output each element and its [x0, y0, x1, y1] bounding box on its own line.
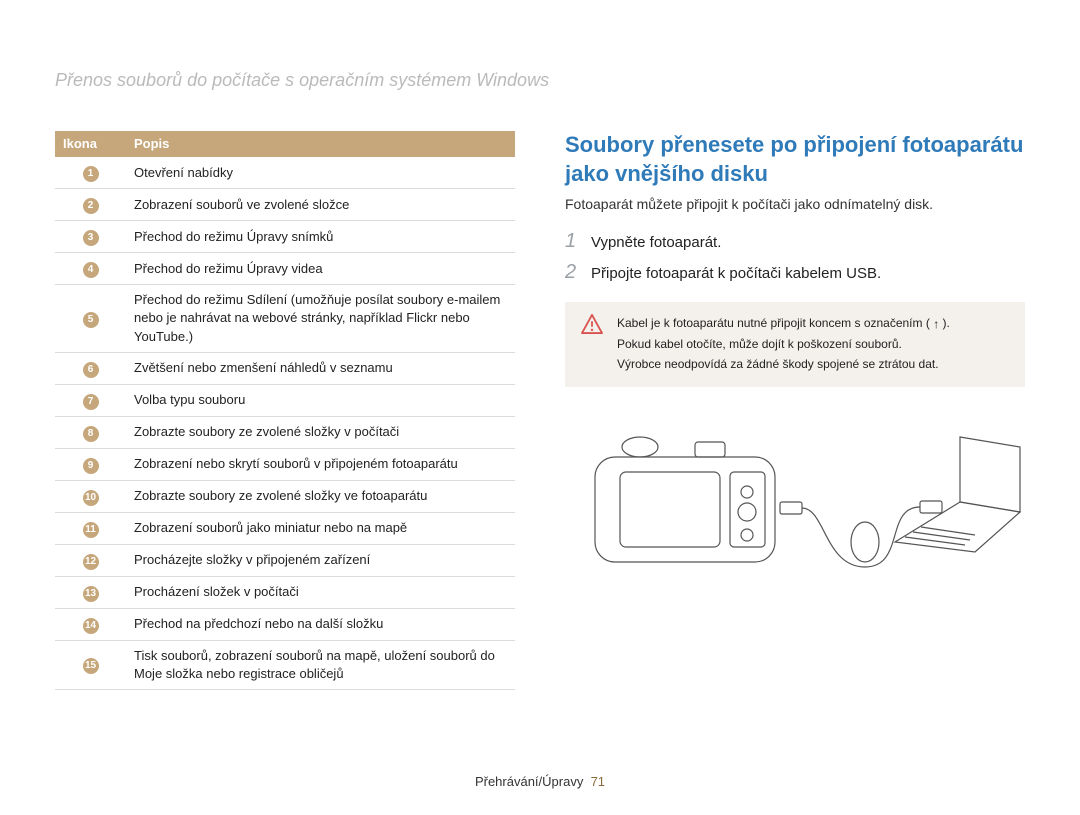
section-heading: Soubory přenesete po připojení fotoapará… — [565, 131, 1025, 188]
row-badge: 10 — [83, 490, 99, 506]
step-number: 1 — [565, 230, 581, 253]
table-row: 11 Zobrazení souborů jako miniatur nebo n… — [55, 512, 515, 544]
step-number: 2 — [565, 261, 581, 284]
row-desc: Tisk souborů, zobrazení souborů na mapě,… — [126, 640, 515, 689]
row-badge: 5 — [83, 312, 99, 328]
table-row: 7 Volba typu souboru — [55, 384, 515, 416]
warning-line2: Pokud kabel otočíte, může dojít k poškoz… — [617, 335, 950, 353]
warning-line1b: ). — [943, 316, 950, 330]
footer-page-number: 71 — [591, 774, 605, 789]
step-item: 1 Vypněte fotoaparát. — [565, 230, 1025, 253]
table-row: 4 Přechod do režimu Úpravy videa — [55, 253, 515, 285]
table-header-icon: Ikona — [55, 131, 126, 157]
row-badge: 4 — [83, 262, 99, 278]
table-row: 13 Procházení složek v počítači — [55, 576, 515, 608]
warning-line1a: Kabel je k fotoaparátu nutné připojit ko… — [617, 316, 933, 330]
row-badge: 3 — [83, 230, 99, 246]
laptop-icon — [895, 437, 1020, 552]
table-row: 9 Zobrazení nebo skrytí souborů v připoje… — [55, 448, 515, 480]
step-list: 1 Vypněte fotoaparát. 2 Připojte fotoapa… — [565, 230, 1025, 284]
step-text: Připojte fotoaparát k počítači kabelem U… — [591, 265, 881, 282]
row-desc: Přechod do režimu Úpravy snímků — [126, 221, 515, 253]
warning-box: Kabel je k fotoaparátu nutné připojit ko… — [565, 302, 1025, 387]
page-footer: Přehrávání/Úpravy 71 — [0, 774, 1080, 789]
row-desc: Přechod do režimu Úpravy videa — [126, 253, 515, 285]
row-badge: 8 — [83, 426, 99, 442]
row-badge: 9 — [83, 458, 99, 474]
row-badge: 1 — [83, 166, 99, 182]
row-desc: Přechod na předchozí nebo na další složk… — [126, 608, 515, 640]
table-row: 3 Přechod do režimu Úpravy snímků — [55, 221, 515, 253]
left-column: Ikona Popis 1 Otevření nabídky 2 Zobrazení… — [55, 131, 515, 690]
camera-icon — [595, 437, 775, 562]
manual-page: Přenos souborů do počítače s operačním s… — [0, 0, 1080, 815]
row-badge: 15 — [83, 658, 99, 674]
row-badge: 6 — [83, 362, 99, 378]
table-body: 1 Otevření nabídky 2 Zobrazení souborů ve … — [55, 157, 515, 689]
section-subtext: Fotoaparát můžete připojit k počítači ja… — [565, 196, 1025, 212]
row-badge: 13 — [83, 586, 99, 602]
row-desc: Zobrazte soubory ze zvolené složky v poč… — [126, 416, 515, 448]
row-desc: Otevření nabídky — [126, 157, 515, 189]
row-badge: 2 — [83, 198, 99, 214]
row-desc: Zobrazení souborů ve zvolené složce — [126, 189, 515, 221]
row-desc: Zobrazte soubory ze zvolené složky ve fo… — [126, 480, 515, 512]
row-desc: Procházení složek v počítači — [126, 576, 515, 608]
row-badge: 12 — [83, 554, 99, 570]
table-row: 12 Procházejte složky v připojeném zaříze… — [55, 544, 515, 576]
row-desc: Zobrazení nebo skrytí souborů v připojen… — [126, 448, 515, 480]
step-text: Vypněte fotoaparát. — [591, 234, 721, 251]
usb-cable-icon — [780, 501, 942, 567]
page-title: Přenos souborů do počítače s operačním s… — [55, 70, 1025, 91]
row-desc: Procházejte složky v připojeném zařízení — [126, 544, 515, 576]
table-row: 2 Zobrazení souborů ve zvolené složce — [55, 189, 515, 221]
arrow-up-icon: ↑ — [933, 315, 939, 333]
row-desc: Zobrazení souborů jako miniatur nebo na … — [126, 512, 515, 544]
table-row: 6 Zvětšení nebo zmenšení náhledů v seznam… — [55, 352, 515, 384]
row-badge: 7 — [83, 394, 99, 410]
table-row: 15 Tisk souborů, zobrazení souborů na map… — [55, 640, 515, 689]
row-desc: Zvětšení nebo zmenšení náhledů v seznamu — [126, 352, 515, 384]
warning-line3: Výrobce neodpovídá za žádné škody spojen… — [617, 355, 950, 373]
warning-icon — [581, 314, 603, 339]
icon-description-table: Ikona Popis 1 Otevření nabídky 2 Zobrazení… — [55, 131, 515, 690]
connection-diagram — [565, 417, 1025, 587]
row-badge: 14 — [83, 618, 99, 634]
row-desc: Přechod do režimu Sdílení (umožňuje posí… — [126, 285, 515, 353]
table-row: 10 Zobrazte soubory ze zvolené složky ve … — [55, 480, 515, 512]
two-column-layout: Ikona Popis 1 Otevření nabídky 2 Zobrazení… — [55, 131, 1025, 690]
warning-text: Kabel je k fotoaparátu nutné připojit ko… — [617, 314, 950, 375]
row-badge: 11 — [83, 522, 99, 538]
row-desc: Volba typu souboru — [126, 384, 515, 416]
step-item: 2 Připojte fotoaparát k počítači kabelem… — [565, 261, 1025, 284]
right-column: Soubory přenesete po připojení fotoapará… — [565, 131, 1025, 690]
table-header-desc: Popis — [126, 131, 515, 157]
table-row: 14 Přechod na předchozí nebo na další slo… — [55, 608, 515, 640]
footer-section: Přehrávání/Úpravy — [475, 774, 583, 789]
table-row: 8 Zobrazte soubory ze zvolené složky v po… — [55, 416, 515, 448]
table-row: 5 Přechod do režimu Sdílení (umožňuje pos… — [55, 285, 515, 353]
table-row: 1 Otevření nabídky — [55, 157, 515, 189]
